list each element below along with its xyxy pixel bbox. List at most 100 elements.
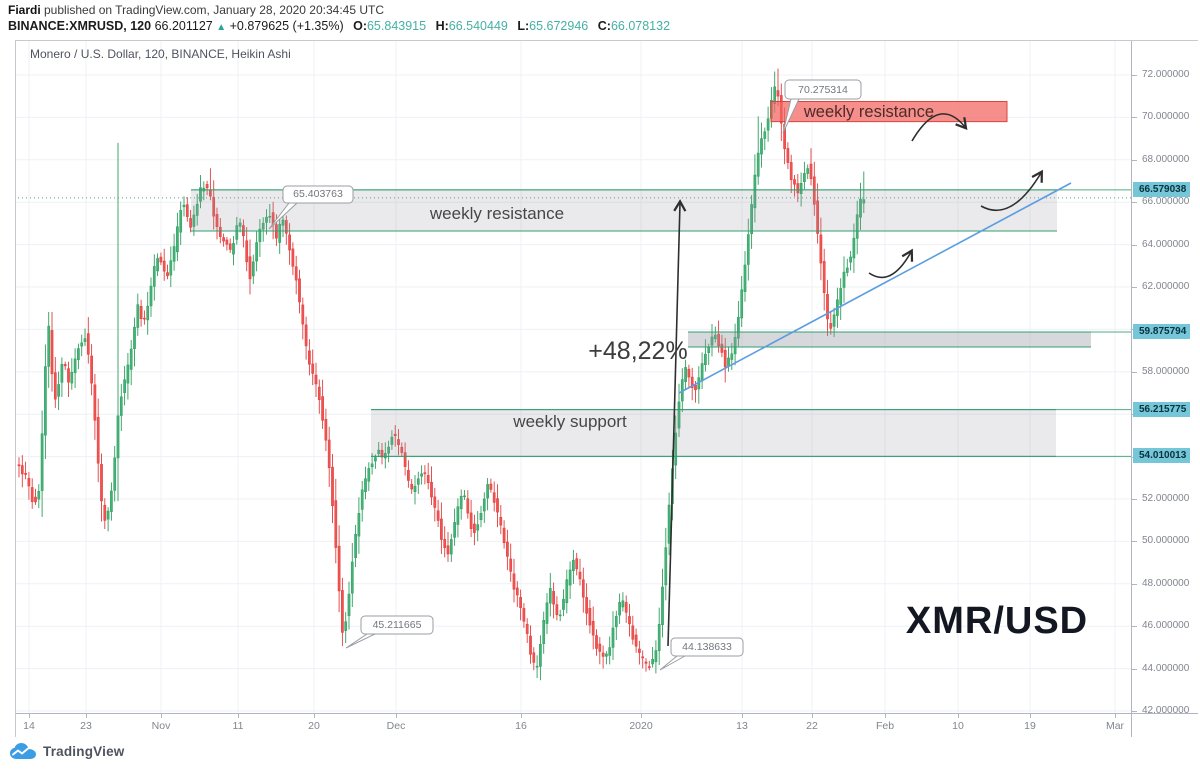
candle [499, 516, 503, 526]
candle [235, 225, 239, 240]
candle [542, 619, 546, 644]
candle [24, 472, 27, 475]
time-axis-tick [86, 714, 87, 718]
price-axis-label: 50.000000 [1142, 535, 1190, 547]
bounce-swoosh-arrow-1[interactable] [868, 248, 914, 279]
candle [281, 219, 285, 226]
zone-weekly-support[interactable] [371, 409, 1056, 457]
candle [512, 573, 516, 590]
candle [377, 449, 381, 455]
price-callout[interactable] [784, 79, 862, 100]
candle [344, 621, 348, 631]
price-level-label[interactable]: 56.215775 [1133, 401, 1191, 417]
candle [529, 635, 532, 655]
candle [143, 317, 146, 320]
candle [733, 336, 737, 355]
candle [20, 465, 24, 475]
candle [205, 184, 209, 189]
candle [423, 472, 427, 475]
candle [50, 330, 54, 375]
candle [100, 464, 103, 502]
price-axis[interactable]: 72.000000 70.000000 68.000000 66.000000 64.0… [1131, 41, 1198, 716]
candle [337, 545, 341, 592]
zone-mid-supply-zone[interactable] [688, 332, 1091, 347]
candle [136, 304, 140, 328]
candle [469, 512, 473, 530]
candle [463, 495, 466, 498]
price-callout[interactable] [282, 185, 354, 204]
candle [842, 271, 846, 288]
zone-weekly-resistance-red[interactable] [770, 101, 1008, 123]
candle [753, 174, 757, 209]
rejection-arc-arrow[interactable] [911, 113, 968, 142]
candle [321, 396, 324, 421]
price-axis-label: 68.000000 [1142, 153, 1190, 165]
candle [400, 446, 404, 453]
candle [106, 510, 110, 520]
callout-label: 65.403763 [293, 188, 343, 200]
candle [489, 483, 493, 490]
candle [661, 586, 664, 626]
candle [565, 579, 569, 604]
callout-label: 45.211665 [373, 619, 422, 631]
candle [829, 323, 833, 329]
bounce-swoosh-arrow-2[interactable] [980, 169, 1043, 211]
candle [176, 226, 179, 253]
candle [93, 384, 97, 421]
candle [410, 483, 414, 490]
candle [558, 614, 562, 617]
candle [796, 183, 800, 194]
price-callout[interactable] [360, 615, 434, 635]
candle [317, 386, 321, 401]
candle [496, 498, 499, 513]
candle [806, 168, 810, 174]
candle [859, 198, 862, 218]
candle [370, 463, 374, 468]
candle [555, 604, 559, 616]
time-axis-tick [1030, 714, 1031, 718]
candle [839, 288, 843, 305]
candle [614, 616, 618, 628]
price-axis-tick [1132, 711, 1137, 712]
candle [57, 384, 60, 397]
candle [562, 598, 565, 610]
tradingview-logo[interactable]: TradingView [9, 742, 124, 760]
chart-widget: Monero / U.S. Dollar, 120, BINANCE, Heik… [15, 40, 1198, 737]
trendline[interactable] [678, 182, 1072, 394]
percent-move-arrow[interactable] [667, 199, 687, 647]
candle [611, 627, 615, 648]
candle [195, 203, 199, 216]
candle [284, 220, 288, 234]
candle [575, 558, 579, 570]
candle [647, 666, 651, 668]
candle [568, 569, 572, 586]
time-axis[interactable]: 14 23 Nov 11 20 Dec 16 2020 13 22 Feb 10 19 Mar [16, 713, 1131, 737]
candle [228, 243, 232, 250]
candle [182, 204, 186, 208]
price-callout[interactable] [670, 637, 744, 657]
candle [654, 650, 658, 663]
candle [710, 336, 714, 346]
symbol-ticker[interactable]: BINANCE:XMRUSD, 120 [8, 19, 152, 33]
chart-legend-title[interactable]: Monero / U.S. Dollar, 120, BINANCE, Heik… [30, 47, 291, 61]
candle [261, 222, 265, 230]
candle [492, 492, 496, 503]
candle [238, 222, 242, 227]
candle [413, 485, 417, 493]
price-level-label[interactable]: 54.010013 [1133, 448, 1191, 464]
price-level-label[interactable]: 66.579038 [1133, 181, 1191, 197]
time-axis-label: 13 [736, 720, 748, 732]
candle [456, 506, 460, 525]
candle [694, 384, 697, 391]
candle [519, 597, 522, 608]
price-axis-tick [1132, 371, 1137, 373]
candle [367, 468, 371, 482]
price-level-label[interactable]: 59.875794 [1133, 324, 1191, 340]
chart-canvas[interactable]: weekly resistance weekly resistance weekly… [16, 41, 1131, 713]
candle [591, 621, 595, 636]
chart-plot-area[interactable]: Monero / U.S. Dollar, 120, BINANCE, Heik… [16, 41, 1131, 713]
candle [172, 246, 176, 262]
author-name: Fiardi [8, 3, 41, 17]
candle [60, 364, 64, 383]
candle [440, 518, 443, 540]
